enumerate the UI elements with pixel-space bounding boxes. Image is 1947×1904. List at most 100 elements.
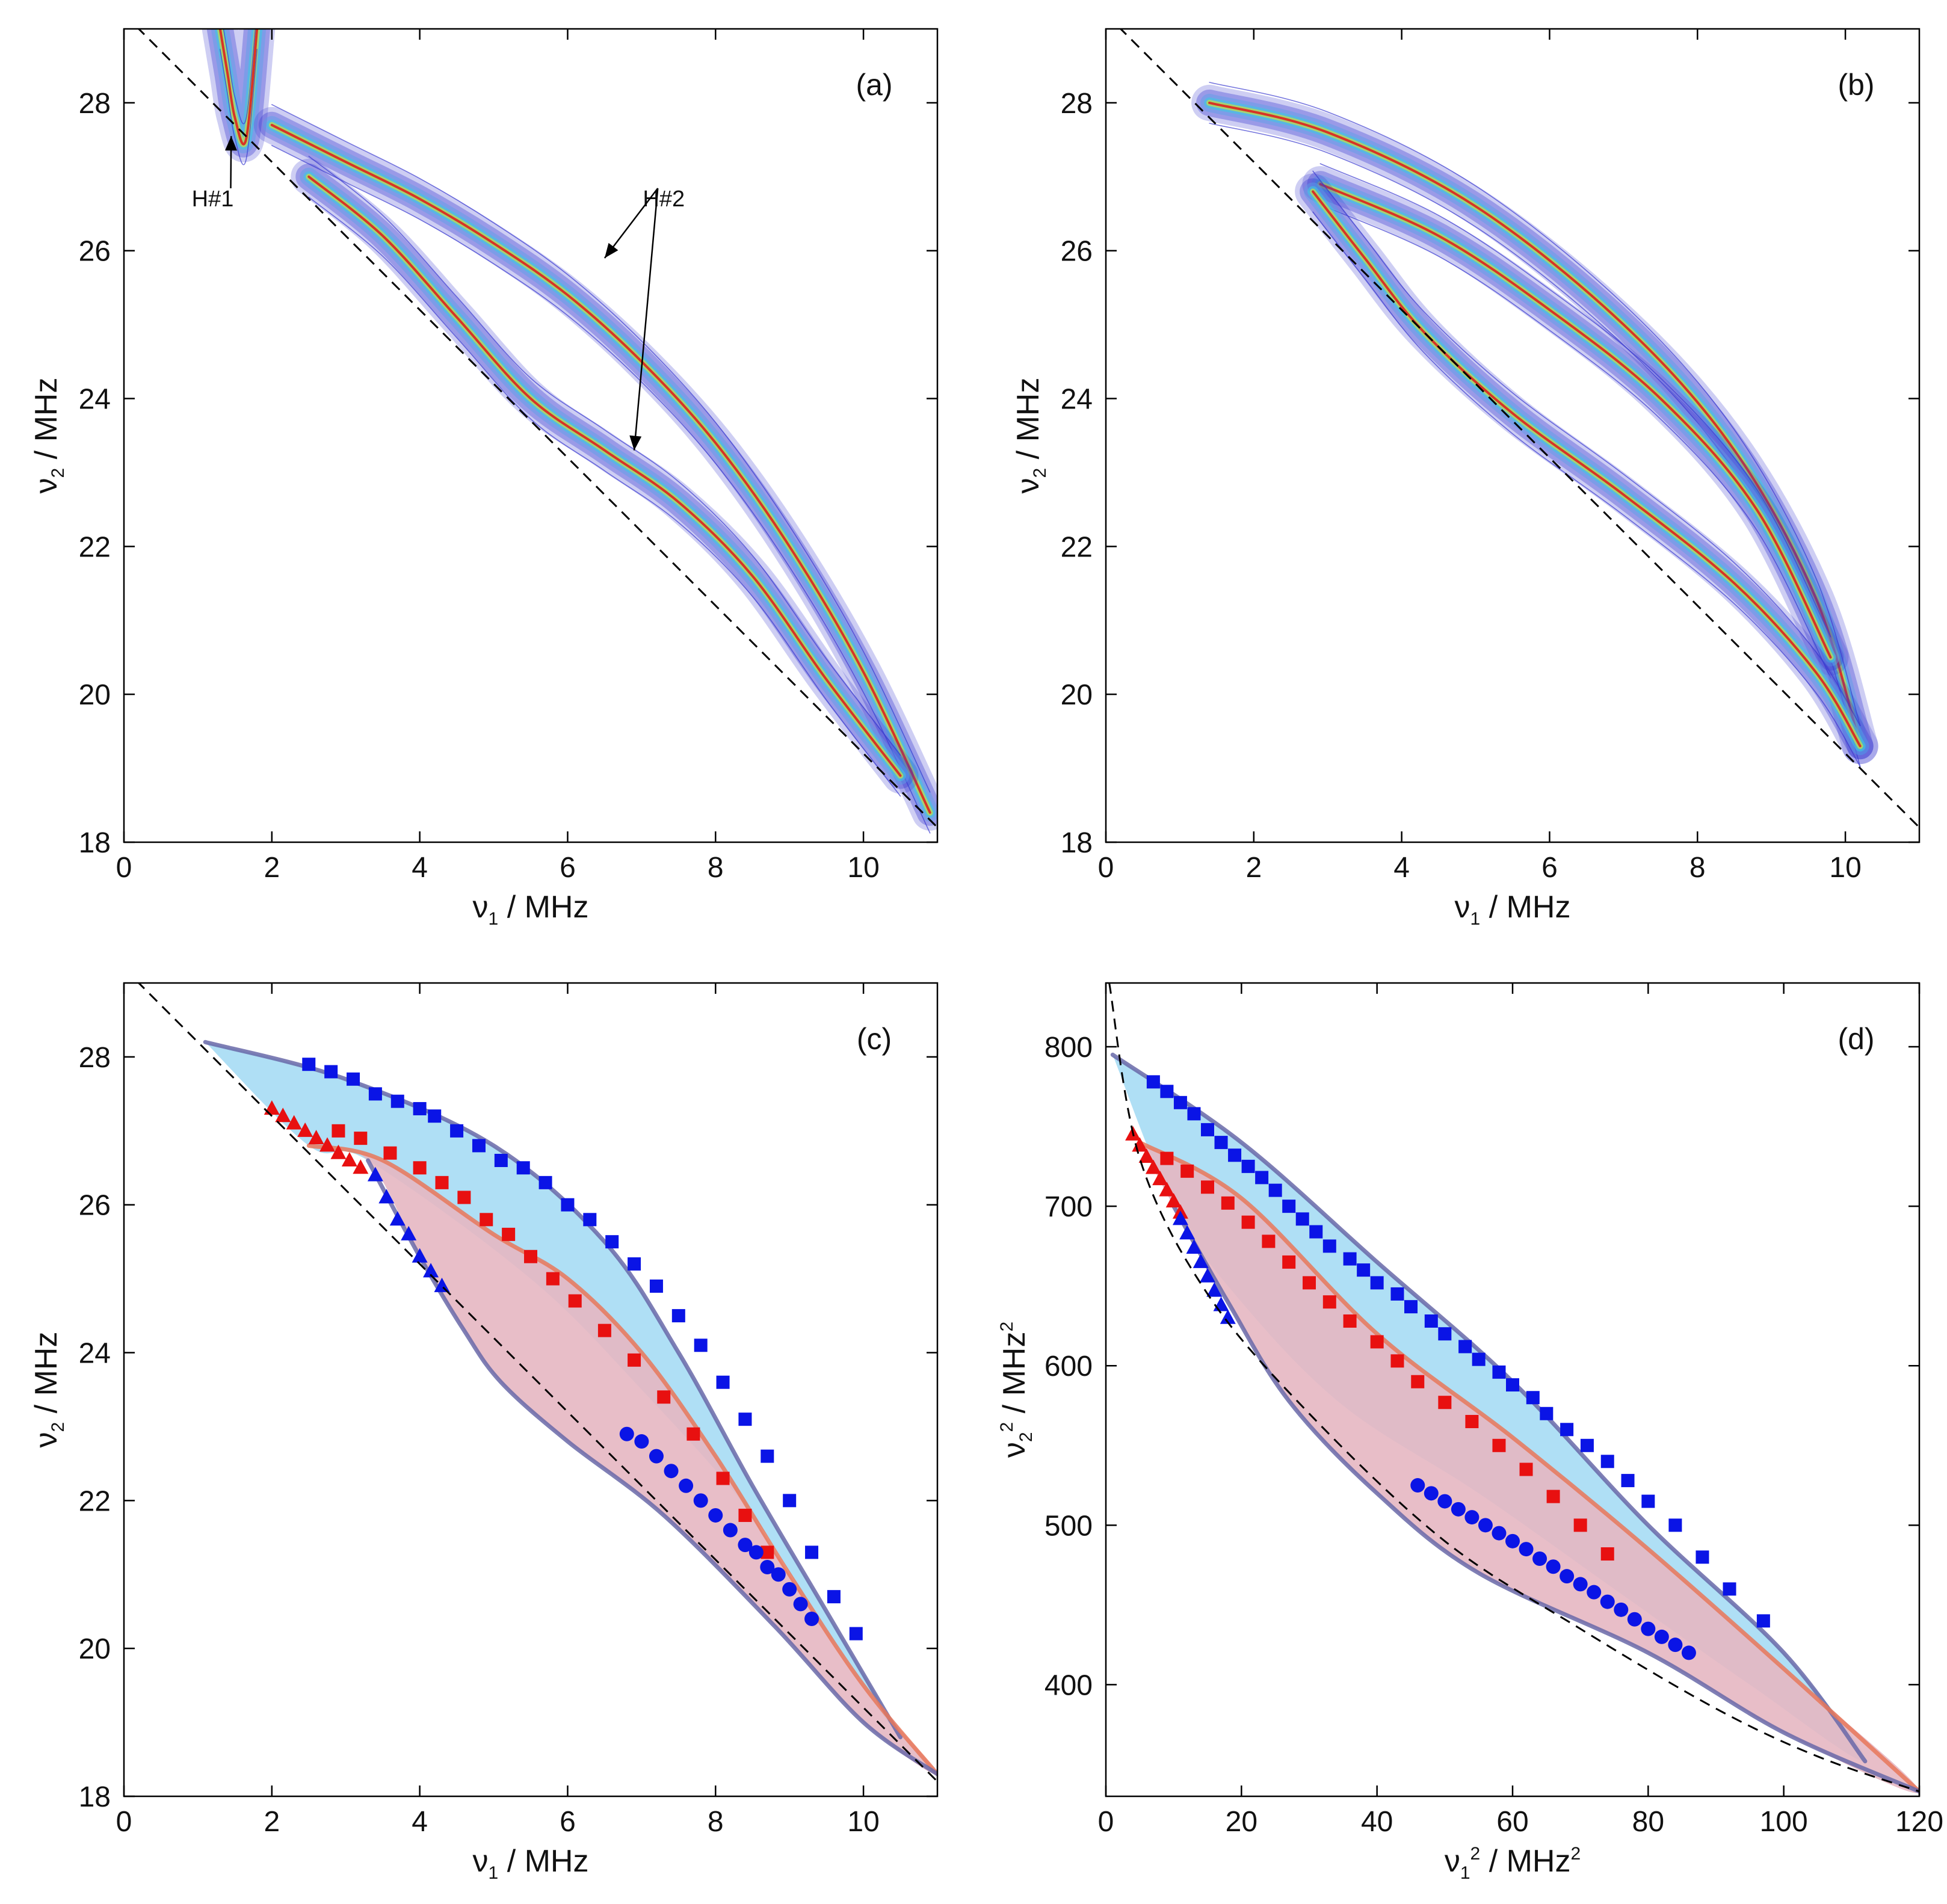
red-square-marker (524, 1249, 537, 1263)
x-tick-label: 60 (1496, 1806, 1528, 1838)
contour-outline-0 (1319, 163, 1831, 638)
red-triangle-marker (1159, 1182, 1175, 1197)
blue-circle-marker (1654, 1629, 1669, 1644)
red-square-marker (502, 1227, 516, 1241)
red-triangle-marker (275, 1108, 291, 1123)
red-square-marker (1370, 1335, 1384, 1349)
upper-edge-curve (203, 1040, 903, 1740)
blue-square-marker (1668, 1518, 1682, 1532)
red-square-marker (435, 1175, 449, 1189)
red-square-marker (480, 1213, 493, 1227)
red-square-marker (1411, 1375, 1425, 1388)
blue-circle-marker (723, 1523, 738, 1538)
red-square-marker (716, 1471, 730, 1485)
red-square-marker (628, 1353, 641, 1367)
contour-outline-0 (308, 156, 901, 756)
chart-panel-d: 0 20 40 60 80 100 120 400 500 600 700 800 ν12 / MHz2… (997, 982, 1943, 1883)
blue-square-marker (671, 1309, 685, 1323)
contour-outline-0 (1312, 170, 1861, 726)
blue-circle-marker (1492, 1526, 1507, 1541)
contour-upper-arc-level-5 (1208, 101, 1862, 748)
red-square-marker (1262, 1234, 1276, 1248)
blue-circle-marker (708, 1508, 723, 1523)
contour-outline-0 (1209, 82, 1861, 726)
blue-circle-marker (1668, 1638, 1683, 1653)
y-tick-label: 26 (79, 236, 111, 268)
blue-circle-marker (619, 1426, 634, 1441)
blue-circle-marker (679, 1478, 694, 1493)
x-tick-label: 100 (1760, 1806, 1808, 1838)
red-square-marker (1303, 1276, 1316, 1290)
x-tick-label: 2 (1245, 852, 1262, 884)
y-tick-label: 22 (79, 1485, 111, 1517)
blue-square-marker (849, 1627, 863, 1641)
contour-inner-arc-level-5 (1319, 183, 1832, 659)
annotation-label: H#1 (192, 186, 234, 212)
blue-circle-marker (771, 1567, 786, 1582)
x-tick-label: 0 (116, 852, 132, 884)
x-tick-label: 10 (847, 852, 879, 884)
y-tick-label: 700 (1044, 1191, 1093, 1223)
blue-circle-marker (1560, 1569, 1575, 1584)
dashed-limit-line (1108, 983, 1919, 1793)
red-triangle-marker (286, 1115, 302, 1130)
panel-label: (a) (856, 68, 892, 102)
red-triangle-marker (319, 1137, 335, 1152)
orange-edge-curve (1137, 1140, 1919, 1794)
blue-triangle-marker (389, 1211, 406, 1226)
blue-circle-marker (1451, 1502, 1466, 1517)
blue-square-marker (1228, 1148, 1242, 1162)
x-axis-label: ν1 / MHz (473, 890, 589, 929)
blue-circle-marker (649, 1449, 664, 1464)
blue-square-marker (1160, 1085, 1174, 1098)
blue-square-marker (827, 1590, 841, 1604)
blue-triangle-marker (1220, 1309, 1236, 1324)
y-axis-label: ν2 / MHz (1011, 378, 1050, 494)
blue-triangle-marker (1186, 1239, 1202, 1254)
blue-circle-marker (1519, 1542, 1534, 1557)
x-tick-label: 4 (412, 1806, 428, 1838)
x-tick-label: 2 (264, 852, 280, 884)
y-tick-label: 28 (79, 88, 111, 120)
plot-frame (123, 28, 939, 843)
blue-square-marker (1723, 1582, 1736, 1596)
y-tick-label: 18 (1061, 827, 1093, 859)
y-tick-label: 26 (1061, 236, 1093, 268)
blue-square-marker (1404, 1300, 1418, 1314)
blue-square-marker (1214, 1136, 1228, 1150)
red-square-marker (1201, 1180, 1214, 1194)
blue-circle-marker (760, 1559, 775, 1574)
red-square-marker (546, 1272, 560, 1286)
y-axis-label: ν2 / MHz (29, 1332, 68, 1448)
blue-square-marker (347, 1072, 360, 1086)
contour-outline-0 (223, 29, 256, 125)
x-tick-label: 4 (1393, 852, 1410, 884)
blue-square-marker (1560, 1423, 1574, 1437)
arrow-annotation-icon (225, 136, 238, 151)
red-square-marker (1438, 1396, 1452, 1410)
contour-outline-1 (271, 145, 931, 834)
blue-circle-marker (1464, 1510, 1480, 1525)
y-tick-label: 20 (79, 679, 111, 711)
blue-square-marker (716, 1375, 730, 1389)
red-square-marker (1390, 1354, 1404, 1368)
blue-square-marker (324, 1065, 338, 1079)
blue-square-marker (1173, 1095, 1187, 1109)
y-tick-label: 20 (1061, 679, 1093, 711)
annotation-arrow-line (633, 188, 659, 451)
x-axis-label: ν12 / MHz2 (1445, 1844, 1581, 1883)
blue-triangle-marker (378, 1189, 395, 1204)
blue-square-marker (583, 1213, 597, 1227)
blue-square-marker (694, 1339, 708, 1352)
lower-edge-curve (366, 1158, 937, 1776)
blue-square-marker (738, 1413, 752, 1426)
red-square-marker (1519, 1462, 1533, 1476)
blue-square-marker (605, 1235, 619, 1249)
blue-square-marker (472, 1139, 486, 1153)
red-square-marker (1600, 1547, 1614, 1561)
red-square-marker (457, 1191, 471, 1204)
y-tick-label: 600 (1044, 1351, 1093, 1382)
blue-triangle-marker (1206, 1282, 1223, 1297)
plot-area: H#1 H#2 (137, 29, 937, 834)
